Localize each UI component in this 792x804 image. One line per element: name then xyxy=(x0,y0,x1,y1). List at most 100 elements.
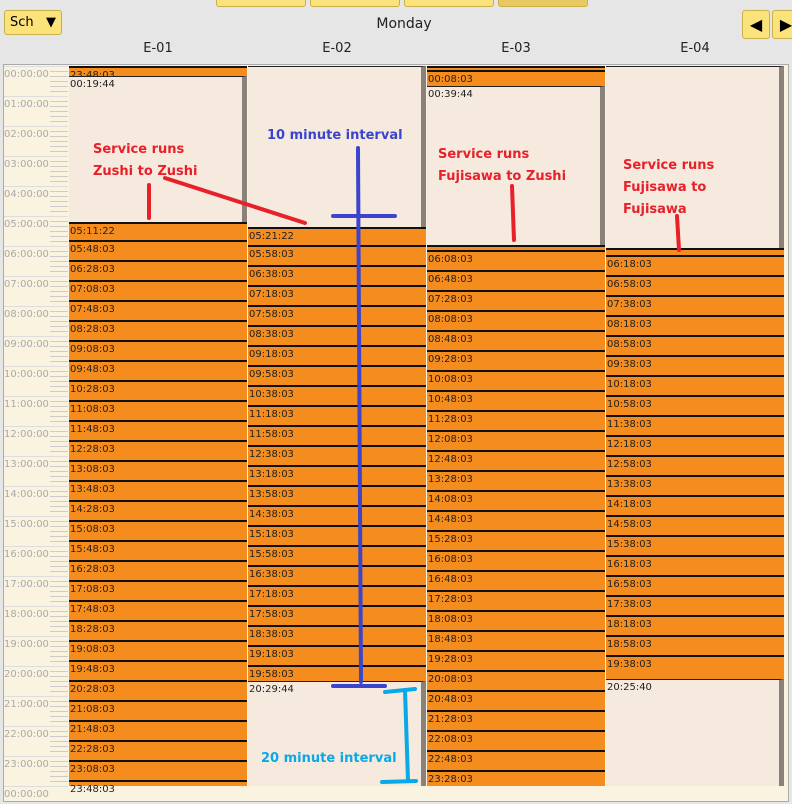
trip-block[interactable]: 13:08:03 xyxy=(69,460,247,481)
trip-block[interactable]: 19:08:03 xyxy=(69,640,247,661)
trip-block[interactable]: 23:48:03 xyxy=(69,780,247,795)
trip-block[interactable]: 09:48:03 xyxy=(69,360,247,381)
trip-block[interactable]: 17:38:03 xyxy=(606,595,784,616)
trip-block[interactable]: 16:08:03 xyxy=(427,550,605,571)
trip-block[interactable]: 10:38:03 xyxy=(248,385,426,406)
trip-block[interactable]: 15:38:03 xyxy=(606,535,784,556)
trip-block[interactable]: 12:38:03 xyxy=(248,445,426,466)
trip-block[interactable]: 08:58:03 xyxy=(606,335,784,356)
trip-block[interactable]: 12:28:03 xyxy=(69,440,247,461)
trip-block[interactable]: 07:28:03 xyxy=(427,290,605,311)
toolbar-button-4[interactable] xyxy=(498,0,588,7)
trip-block[interactable]: 08:18:03 xyxy=(606,315,784,336)
trip-block[interactable]: 07:58:03 xyxy=(248,305,426,326)
trip-block[interactable]: 09:58:03 xyxy=(248,365,426,386)
trip-block[interactable]: 06:18:03 xyxy=(606,255,784,276)
toolbar-button-2[interactable] xyxy=(310,0,400,7)
trip-block[interactable]: 00:08:03 xyxy=(427,70,605,86)
trip-block[interactable]: 12:48:03 xyxy=(427,450,605,471)
trip-block[interactable]: 18:28:03 xyxy=(69,620,247,641)
trip-block[interactable]: 16:48:03 xyxy=(427,570,605,591)
trip-block[interactable]: 21:48:03 xyxy=(69,720,247,741)
trip-block[interactable]: 14:48:03 xyxy=(427,510,605,531)
trip-block[interactable]: 15:48:03 xyxy=(69,540,247,561)
trip-block[interactable]: 07:38:03 xyxy=(606,295,784,316)
trip-block[interactable]: 17:48:03 xyxy=(69,600,247,621)
trip-block[interactable]: 22:28:03 xyxy=(69,740,247,761)
trip-block[interactable]: 06:48:03 xyxy=(427,270,605,291)
trip-block[interactable]: 12:08:03 xyxy=(427,430,605,451)
trip-block[interactable]: 19:18:03 xyxy=(248,645,426,666)
trip-block[interactable]: 16:18:03 xyxy=(606,555,784,576)
trip-block[interactable]: 11:48:03 xyxy=(69,420,247,441)
toolbar-button-3[interactable] xyxy=(404,0,494,7)
trip-block[interactable]: 09:18:03 xyxy=(248,345,426,366)
trip-block[interactable]: 09:08:03 xyxy=(69,340,247,361)
trip-block[interactable]: 21:08:03 xyxy=(69,700,247,721)
trip-block[interactable]: 08:28:03 xyxy=(69,320,247,341)
idle-block[interactable] xyxy=(248,66,426,227)
idle-block[interactable]: 20:25:40 xyxy=(606,678,784,786)
trip-block[interactable]: 23:28:03 xyxy=(427,770,605,786)
trip-block[interactable]: 13:58:03 xyxy=(248,485,426,506)
trip-block[interactable]: 15:18:03 xyxy=(248,525,426,546)
trip-block[interactable]: 05:58:03 xyxy=(248,245,426,266)
trip-block[interactable]: 18:38:03 xyxy=(248,625,426,646)
trip-block[interactable]: 14:08:03 xyxy=(427,490,605,511)
trip-block[interactable]: 06:08:03 xyxy=(427,250,605,271)
trip-block[interactable]: 06:58:03 xyxy=(606,275,784,296)
trip-block[interactable]: 20:08:03 xyxy=(427,670,605,691)
trip-block[interactable]: 23:48:03 xyxy=(69,66,247,81)
trip-block[interactable]: 18:08:03 xyxy=(427,610,605,631)
trip-block[interactable]: 08:08:03 xyxy=(427,310,605,331)
trip-block[interactable]: 14:38:03 xyxy=(248,505,426,526)
trip-block[interactable]: 15:28:03 xyxy=(427,530,605,551)
trip-block[interactable]: 08:38:03 xyxy=(248,325,426,346)
trip-block[interactable]: 11:58:03 xyxy=(248,425,426,446)
trip-block[interactable]: 09:38:03 xyxy=(606,355,784,376)
trip-block[interactable] xyxy=(427,66,605,71)
trip-block[interactable]: 10:08:03 xyxy=(427,370,605,391)
idle-block[interactable]: 00:19:44 xyxy=(69,75,247,222)
trip-block[interactable]: 05:48:03 xyxy=(69,240,247,261)
trip-block[interactable]: 21:28:03 xyxy=(427,710,605,731)
trip-block[interactable]: 15:58:03 xyxy=(248,545,426,566)
trip-block[interactable]: 22:48:03 xyxy=(427,750,605,771)
trip-block[interactable]: 18:58:03 xyxy=(606,635,784,656)
trip-block[interactable]: 19:48:03 xyxy=(69,660,247,681)
trip-block[interactable]: 16:28:03 xyxy=(69,560,247,581)
trip-block[interactable]: 14:58:03 xyxy=(606,515,784,536)
trip-block[interactable]: 11:18:03 xyxy=(248,405,426,426)
trip-block[interactable]: 15:08:03 xyxy=(69,520,247,541)
trip-block[interactable]: 14:28:03 xyxy=(69,500,247,521)
trip-block[interactable]: 22:08:03 xyxy=(427,730,605,751)
trip-block[interactable]: 17:58:03 xyxy=(248,605,426,626)
trip-block[interactable]: 10:18:03 xyxy=(606,375,784,396)
trip-block[interactable]: 19:28:03 xyxy=(427,650,605,671)
trip-block[interactable]: 11:08:03 xyxy=(69,400,247,421)
trip-block[interactable]: 11:38:03 xyxy=(606,415,784,436)
trip-block[interactable]: 13:28:03 xyxy=(427,470,605,491)
trip-block[interactable]: 20:48:03 xyxy=(427,690,605,711)
trip-block[interactable]: 16:38:03 xyxy=(248,565,426,586)
trip-block[interactable]: 10:28:03 xyxy=(69,380,247,401)
trip-block[interactable]: 13:38:03 xyxy=(606,475,784,496)
idle-block[interactable]: 00:39:44 xyxy=(427,85,605,245)
trip-block[interactable]: 23:08:03 xyxy=(69,760,247,781)
prev-day-button[interactable]: ◀ xyxy=(742,10,770,39)
trip-block[interactable]: 08:48:03 xyxy=(427,330,605,351)
trip-block[interactable]: 12:18:03 xyxy=(606,435,784,456)
trip-block[interactable]: 17:28:03 xyxy=(427,590,605,611)
trip-block[interactable]: 19:58:03 xyxy=(248,665,426,681)
trip-block[interactable]: 07:48:03 xyxy=(69,300,247,321)
schedule-select[interactable]: Sch ▼ xyxy=(4,10,62,35)
trip-block[interactable] xyxy=(606,248,784,256)
trip-block[interactable]: 13:48:03 xyxy=(69,480,247,501)
trip-block[interactable]: 05:21:22 xyxy=(248,226,426,245)
trip-block[interactable]: 19:38:03 xyxy=(606,655,784,679)
trip-block[interactable]: 07:08:03 xyxy=(69,280,247,301)
trip-block[interactable] xyxy=(427,245,605,251)
trip-block[interactable]: 14:18:03 xyxy=(606,495,784,516)
trip-block[interactable]: 20:28:03 xyxy=(69,680,247,701)
trip-block[interactable]: 17:18:03 xyxy=(248,585,426,606)
